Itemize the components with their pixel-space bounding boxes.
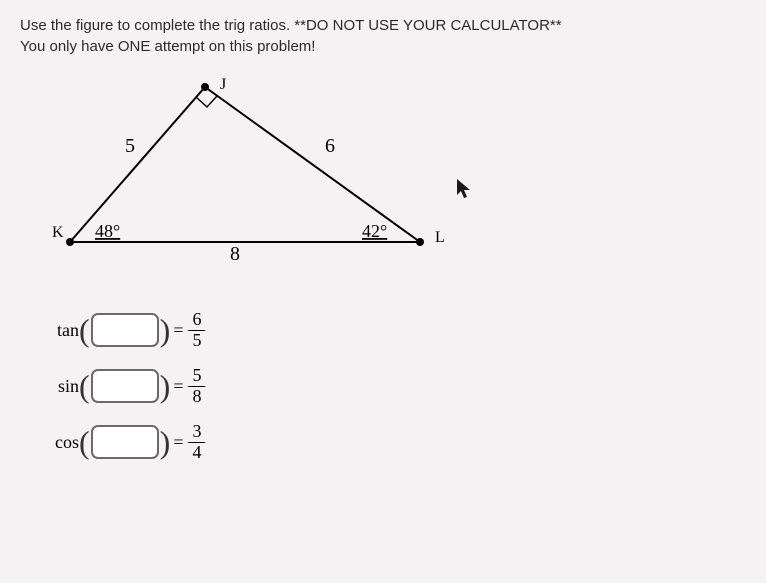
equation-row-tan: tan ( ) = 6 5 [45,302,746,358]
fraction-sin: 5 8 [188,366,205,407]
open-paren: ( [79,314,90,346]
angle-input-tan[interactable] [91,313,159,347]
side-kl-label: 8 [230,243,240,265]
cursor-icon [455,177,475,201]
right-angle-marker [196,96,217,107]
equation-row-cos: cos ( ) = 3 4 [45,414,746,470]
vertex-j-dot [201,83,209,91]
angle-k-label: 48° [95,221,120,241]
numerator: 6 [188,310,205,331]
angle-input-cos[interactable] [91,425,159,459]
instruction-line-1: Use the figure to complete the trig rati… [20,15,746,36]
angle-input-sin[interactable] [91,369,159,403]
triangle-svg: J K L 5 6 8 48° 42° [40,77,460,277]
equals-sign: = [173,376,183,397]
equation-row-sin: sin ( ) = 5 8 [45,358,746,414]
equations-block: tan ( ) = 6 5 sin ( ) = 5 8 cos ( ) = 3 … [45,302,746,470]
denominator: 5 [188,331,205,351]
close-paren: ) [160,370,171,402]
equals-sign: = [173,432,183,453]
open-paren: ( [79,370,90,402]
vertex-k-label: K [52,224,64,241]
side-jl-label: 6 [325,135,335,157]
fn-label-cos: cos [45,432,79,453]
vertex-l-dot [416,238,424,246]
close-paren: ) [160,314,171,346]
fn-label-sin: sin [45,376,79,397]
side-jk-label: 5 [125,135,135,157]
denominator: 4 [188,443,205,463]
fraction-tan: 6 5 [188,310,205,351]
vertex-k-dot [66,238,74,246]
fn-label-tan: tan [45,320,79,341]
angle-l-label: 42° [362,221,387,241]
denominator: 8 [188,387,205,407]
side-jl [205,87,420,242]
numerator: 3 [188,422,205,443]
open-paren: ( [79,426,90,458]
vertex-j-label: J [220,77,226,93]
vertex-l-label: L [435,229,445,246]
side-jk [70,87,205,242]
instruction-line-2: You only have ONE attempt on this proble… [20,36,746,57]
triangle-figure: J K L 5 6 8 48° 42° [40,77,460,277]
numerator: 5 [188,366,205,387]
fraction-cos: 3 4 [188,422,205,463]
equals-sign: = [173,320,183,341]
instructions: Use the figure to complete the trig rati… [20,15,746,57]
close-paren: ) [160,426,171,458]
